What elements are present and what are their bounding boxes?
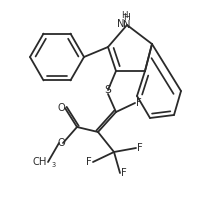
Text: F: F xyxy=(137,143,143,153)
Text: O: O xyxy=(57,103,65,113)
Text: N: N xyxy=(123,20,131,30)
Text: S: S xyxy=(105,85,111,95)
Text: O: O xyxy=(57,138,65,148)
Text: F: F xyxy=(86,157,92,167)
Text: H: H xyxy=(121,12,127,20)
Text: H: H xyxy=(124,13,130,21)
Text: CH: CH xyxy=(33,157,47,167)
Text: F: F xyxy=(121,168,127,178)
Text: F: F xyxy=(136,98,142,108)
Text: 3: 3 xyxy=(51,162,55,168)
Text: N: N xyxy=(116,19,124,29)
